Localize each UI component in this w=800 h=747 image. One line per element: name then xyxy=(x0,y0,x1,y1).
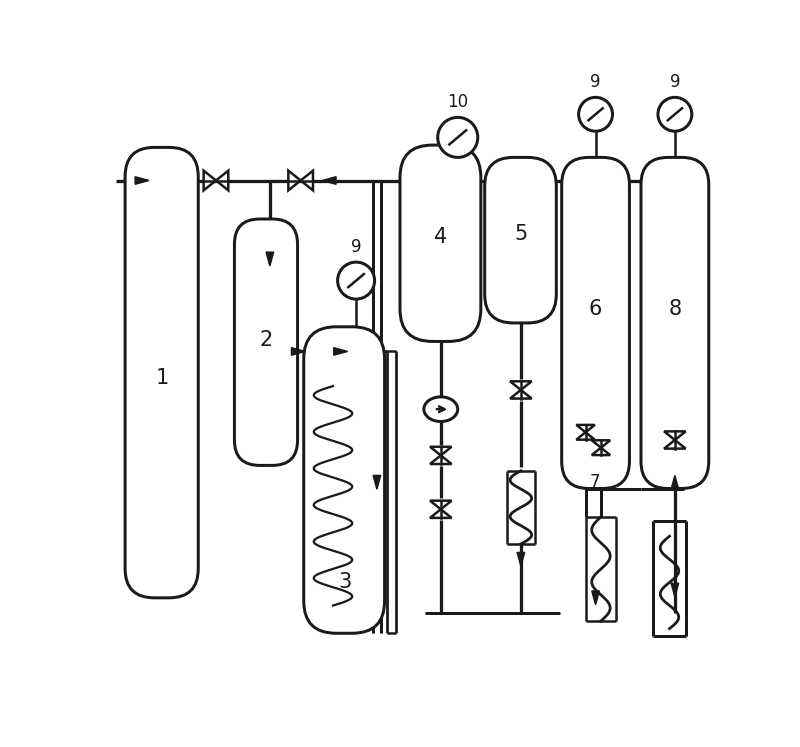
Circle shape xyxy=(338,262,374,299)
FancyBboxPatch shape xyxy=(304,326,385,633)
Polygon shape xyxy=(592,440,610,447)
Text: 9: 9 xyxy=(670,73,680,91)
Text: 8: 8 xyxy=(668,299,682,319)
Polygon shape xyxy=(517,553,525,566)
FancyBboxPatch shape xyxy=(234,219,298,465)
Polygon shape xyxy=(592,591,599,605)
FancyBboxPatch shape xyxy=(400,145,481,341)
Text: 3: 3 xyxy=(338,572,351,592)
Polygon shape xyxy=(430,509,451,518)
Polygon shape xyxy=(664,431,686,440)
Polygon shape xyxy=(510,390,532,399)
Polygon shape xyxy=(204,170,216,190)
Polygon shape xyxy=(592,447,610,455)
Text: 9: 9 xyxy=(351,238,362,256)
Polygon shape xyxy=(430,447,451,456)
Polygon shape xyxy=(135,177,149,185)
FancyBboxPatch shape xyxy=(641,158,709,489)
Ellipse shape xyxy=(424,397,458,421)
Polygon shape xyxy=(510,381,532,390)
Polygon shape xyxy=(430,456,451,464)
Text: 2: 2 xyxy=(259,330,273,350)
Polygon shape xyxy=(291,347,306,356)
Polygon shape xyxy=(576,425,594,433)
Circle shape xyxy=(578,97,613,131)
Text: 1: 1 xyxy=(155,368,169,388)
Polygon shape xyxy=(334,347,348,356)
Polygon shape xyxy=(301,170,313,190)
Text: 10: 10 xyxy=(447,93,468,111)
Polygon shape xyxy=(576,433,594,440)
Text: 5: 5 xyxy=(514,224,527,244)
Text: 6: 6 xyxy=(589,299,602,319)
Polygon shape xyxy=(288,170,301,190)
FancyBboxPatch shape xyxy=(562,158,630,489)
Polygon shape xyxy=(430,500,451,509)
FancyBboxPatch shape xyxy=(485,158,556,323)
Polygon shape xyxy=(373,475,381,489)
Polygon shape xyxy=(664,440,686,449)
Polygon shape xyxy=(671,583,678,597)
Text: 4: 4 xyxy=(434,228,447,247)
Polygon shape xyxy=(216,170,228,190)
FancyBboxPatch shape xyxy=(125,147,198,598)
Polygon shape xyxy=(322,177,336,185)
Polygon shape xyxy=(266,252,274,266)
Text: 9: 9 xyxy=(590,73,601,91)
Text: 7: 7 xyxy=(590,474,600,492)
Circle shape xyxy=(658,97,692,131)
Polygon shape xyxy=(671,475,678,489)
Circle shape xyxy=(438,117,478,158)
